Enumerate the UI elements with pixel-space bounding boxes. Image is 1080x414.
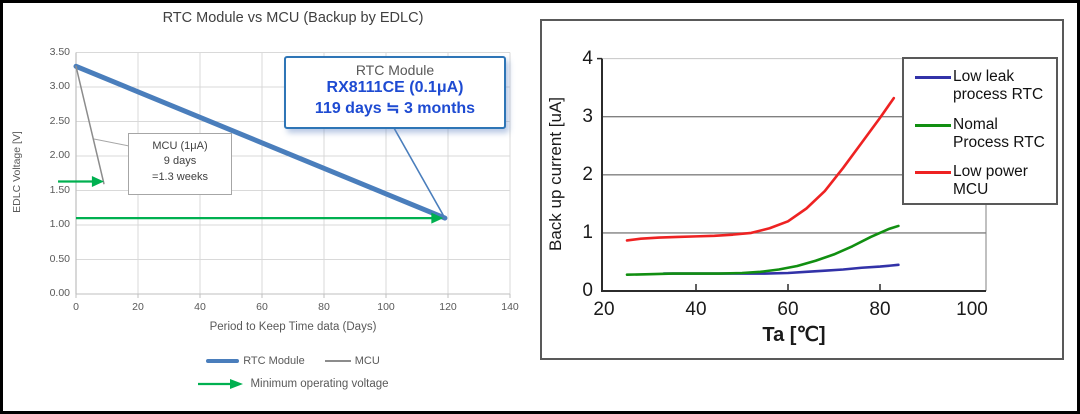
- mcu-line-swatch: [324, 360, 351, 362]
- right-y-tick-label: 1: [582, 221, 593, 243]
- low-power-mcu-line-swatch: [915, 171, 951, 175]
- series-rtc-module: [73, 63, 448, 221]
- right-x-axis-label: Ta [℃]: [762, 324, 826, 346]
- right-x-tick-label: 20: [593, 299, 615, 320]
- normal-rtc-label-line1: Nomal: [953, 115, 998, 133]
- legend-entry-low-leak-rtc: Low leak process RTC: [915, 68, 1054, 105]
- left-y-tick-label: 3.50: [49, 45, 70, 58]
- legend-mcu-label: MCU: [354, 355, 380, 367]
- rtc-callout-part-number: RX8111CE (0.1μA): [326, 79, 464, 96]
- left-y-tick-label: 0.50: [49, 252, 70, 265]
- mcu-note-line2: 9 days: [163, 155, 197, 168]
- left-legend-row-2: Minimum operating voltage: [76, 378, 510, 390]
- left-y-axis-label: EDLC Voltage [V]: [11, 131, 23, 213]
- left-x-tick-label: 140: [501, 301, 519, 313]
- left-x-tick-label: 80: [318, 301, 330, 313]
- rtc-callout-box: RTC Module RX8111CE (0.1μA) 119 days ≒ 3…: [284, 56, 506, 129]
- mcu-note-leader-line: [93, 138, 130, 147]
- left-x-tick-label: 0: [73, 301, 79, 313]
- mcu-minimum-voltage-arrow-head: [91, 176, 104, 188]
- rtc-module-line-swatch: [206, 358, 240, 364]
- right-x-tick-label: 40: [685, 299, 707, 320]
- low-leak-rtc-line-swatch: [915, 76, 951, 79]
- left-x-tick-label: 60: [256, 301, 268, 313]
- legend-rtc-label: RTC Module: [243, 355, 305, 367]
- right-y-axis-label: Back up current [uA]: [546, 96, 565, 252]
- low-leak-label-line2: process RTC: [953, 86, 1044, 104]
- legend-entry-normal-rtc: Nomal Process RTC: [915, 116, 1054, 153]
- left-y-tick-label: 2.00: [49, 149, 70, 161]
- rtc-callout-title: RTC Module: [355, 62, 435, 78]
- rtc-callout-duration: 119 days ≒ 3 months: [314, 99, 476, 117]
- right-y-tick-label: 3: [582, 105, 593, 127]
- left-y-tick-label: 1.50: [49, 183, 70, 196]
- mcu-note-line1: MCU (1μA): [152, 140, 208, 152]
- legend-entry-low-power-mcu: Low power MCU: [915, 163, 1054, 200]
- left-x-tick-label: 40: [194, 301, 206, 313]
- right-x-tick-label: 60: [777, 299, 799, 320]
- right-legend-box: Low leak process RTC Nomal Process RTC L…: [902, 57, 1058, 205]
- low-power-mcu-label-line1: Low power: [953, 163, 1028, 181]
- series-mcu: [75, 65, 105, 185]
- rtc-callout-leader-line: [393, 127, 445, 216]
- left-x-tick-label: 20: [132, 301, 144, 313]
- right-y-tick-label: 4: [582, 47, 593, 69]
- normal-rtc-label-line2: Process RTC: [953, 133, 1045, 151]
- series-nomal-process-rtc: [625, 224, 900, 277]
- mcu-annotation-box: MCU (1μA) 9 days =1.3 weeks: [128, 133, 232, 195]
- right-x-tick-label: 80: [869, 299, 891, 320]
- right-chart-panel-border: [540, 19, 1064, 360]
- left-y-tick-label: 3.00: [49, 80, 70, 92]
- green-arrow-icon: [198, 379, 244, 389]
- low-power-mcu-label-line2: MCU: [953, 181, 989, 199]
- normal-rtc-line-swatch: [915, 123, 951, 127]
- legend-min-voltage-label: Minimum operating voltage: [250, 378, 389, 390]
- left-y-tick-label: 2.50: [49, 114, 70, 127]
- left-x-tick-label: 100: [377, 301, 395, 313]
- rtc-minimum-voltage-arrow-head: [431, 212, 444, 224]
- right-y-tick-label: 0: [582, 280, 593, 301]
- right-x-tick-label: 100: [956, 299, 988, 320]
- series-low-power-mcu: [625, 96, 896, 242]
- left-x-tick-label: 120: [439, 301, 457, 313]
- left-y-tick-label: 1.00: [49, 218, 70, 230]
- left-x-axis-label: Period to Keep Time data (Days): [209, 321, 377, 333]
- left-chart-title: RTC Module vs MCU (Backup by EDLC): [162, 10, 424, 26]
- low-leak-label-line1: Low leak: [953, 68, 1015, 85]
- right-y-tick-label: 2: [582, 163, 593, 185]
- mcu-note-line3: =1.3 weeks: [152, 170, 208, 183]
- left-y-tick-label: 0.00: [49, 287, 70, 299]
- left-legend-row-1: RTC Module MCU: [76, 355, 510, 367]
